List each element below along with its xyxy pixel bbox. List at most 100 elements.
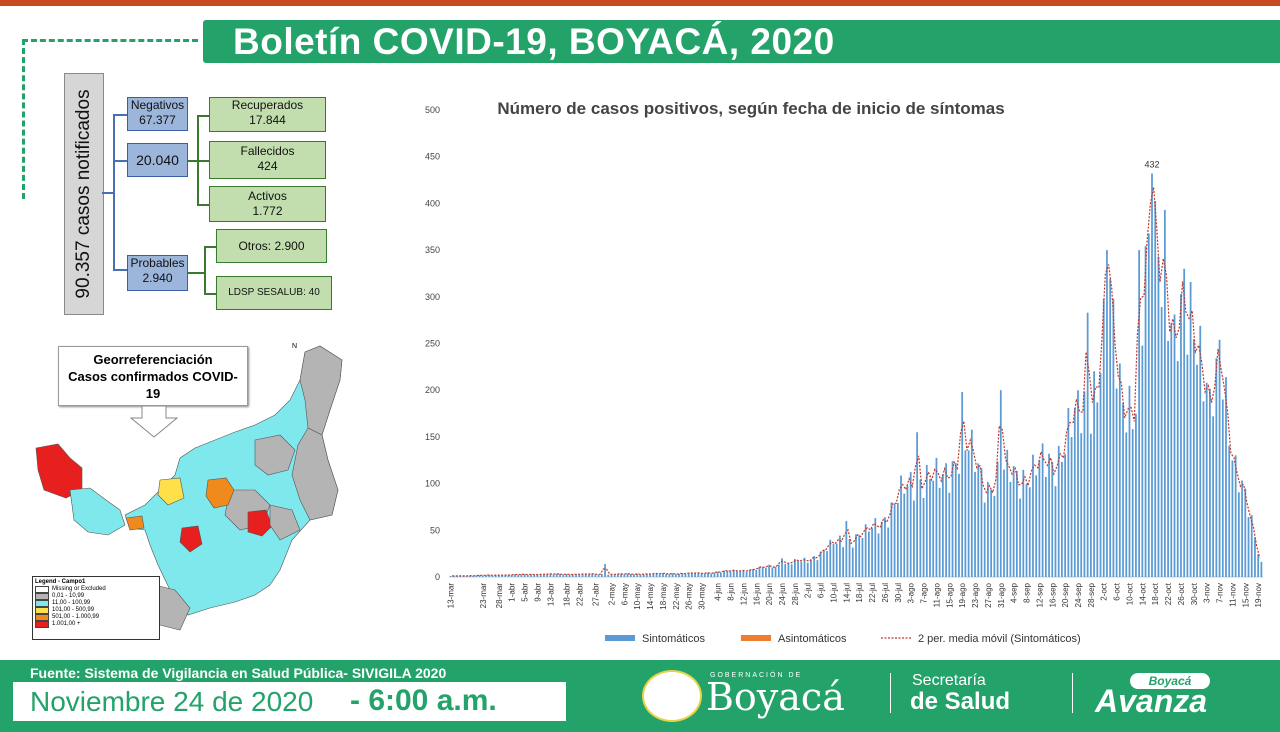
bar	[700, 573, 703, 577]
bar	[649, 574, 651, 577]
x-tick-label: 5-abr	[521, 583, 530, 602]
bar	[1009, 481, 1012, 577]
x-tick-label: 10-oct	[1125, 582, 1134, 605]
bar	[658, 573, 661, 577]
bar	[607, 574, 610, 577]
bar	[1106, 250, 1108, 577]
otros-label: Otros: 2.900	[238, 239, 305, 253]
bar	[1234, 455, 1237, 577]
footer-divider	[890, 673, 891, 713]
bar	[723, 570, 725, 577]
bar	[697, 572, 700, 577]
positivos-box: 20.040	[127, 143, 188, 177]
page-title: Boletín COVID-19, BOYACÁ, 2020	[203, 20, 1280, 63]
bar	[707, 572, 709, 577]
otros-box: Otros: 2.900	[216, 229, 327, 263]
map-legend-label: 0,01 - 10,99	[52, 593, 85, 599]
bar	[900, 475, 902, 577]
x-tick-label: 26-may	[685, 583, 694, 610]
bar	[491, 575, 494, 577]
map-region-tunja	[179, 525, 203, 553]
legend-swatch	[741, 635, 771, 641]
bar	[835, 543, 838, 577]
map-legend-item: 0,01 - 10,99	[35, 593, 157, 600]
bar	[867, 531, 870, 577]
x-tick-label: 14-jul	[842, 583, 851, 603]
y-tick-label: 50	[430, 525, 440, 535]
y-tick-label: 100	[425, 479, 440, 489]
bar	[765, 567, 767, 577]
date-box	[13, 682, 566, 721]
bar	[932, 480, 935, 577]
bar	[771, 567, 774, 577]
bar	[1254, 537, 1256, 577]
map-legend-swatch	[35, 621, 49, 628]
bar	[555, 573, 558, 577]
bar	[974, 471, 976, 577]
activos-box: Activos 1.772	[209, 186, 326, 222]
map-legend-item: 101,00 - 500,99	[35, 607, 157, 614]
bar	[987, 481, 989, 577]
total-notified-box: 90.357 casos notificados	[64, 73, 104, 315]
map-legend-item: Missing or Excluded	[35, 586, 157, 593]
bar	[559, 573, 561, 577]
x-tick-label: 13-abr	[546, 583, 555, 606]
bar	[1003, 469, 1005, 577]
bar	[1244, 488, 1247, 577]
bar	[906, 485, 909, 577]
bar	[594, 573, 597, 577]
map-legend-item: 501,00 - 1.000,99	[35, 614, 157, 621]
bar	[922, 497, 925, 577]
bar	[1096, 402, 1099, 577]
bar	[1125, 432, 1128, 577]
x-tick-label: 10-jul	[829, 583, 838, 603]
bar	[571, 574, 574, 577]
x-tick-label: 22-jul	[868, 583, 877, 603]
bar	[517, 574, 520, 577]
negativos-label: Negativos	[130, 98, 185, 112]
bar	[1180, 294, 1182, 577]
bar	[970, 429, 973, 577]
x-tick-label: 19-nov	[1254, 583, 1263, 607]
top-frame-strip	[0, 0, 1280, 6]
x-tick-label: 11-nov	[1228, 583, 1237, 607]
bar	[481, 575, 484, 577]
bar	[1044, 476, 1047, 577]
bar	[999, 390, 1002, 577]
y-tick-label: 150	[425, 432, 440, 442]
bar	[1032, 454, 1034, 577]
bar	[578, 574, 581, 577]
x-tick-label: 18-abr	[562, 583, 571, 606]
bar	[1080, 433, 1083, 577]
x-tick-label: 6-may	[620, 583, 629, 605]
bar	[948, 492, 951, 577]
tree-connector	[197, 160, 210, 162]
bar	[668, 574, 671, 577]
bar	[755, 569, 758, 577]
x-tick-label: 18-jul	[855, 583, 864, 603]
bar	[1209, 388, 1211, 577]
map-legend-label: 1.001,00 +	[52, 621, 81, 627]
tree-connector	[113, 114, 128, 116]
bar	[610, 573, 613, 577]
bar	[539, 573, 542, 577]
bar	[1192, 339, 1195, 577]
x-tick-label: 30-oct	[1190, 582, 1199, 605]
secretaria-text: Secretaría	[912, 672, 986, 689]
legend-label: Asintomáticos	[778, 633, 847, 645]
legend-label: 2 per. media móvil (Sintomáticos)	[918, 633, 1081, 645]
bar	[581, 574, 584, 577]
bar	[945, 463, 947, 577]
bar	[929, 479, 931, 577]
map-region-grey	[254, 434, 296, 476]
y-tick-label: 0	[435, 572, 440, 582]
bar	[842, 547, 845, 577]
map-legend-title: Legend - Campo1	[35, 579, 86, 585]
gobernacion-small-text: GOBERNACIÓN DE	[710, 672, 803, 679]
x-tick-label: 30-may	[698, 583, 707, 610]
bar	[793, 559, 796, 577]
x-tick-label: 8-sep	[1023, 582, 1032, 603]
bar	[1154, 200, 1157, 577]
tree-connector	[188, 272, 205, 274]
recuperados-label: Recuperados	[231, 98, 304, 112]
